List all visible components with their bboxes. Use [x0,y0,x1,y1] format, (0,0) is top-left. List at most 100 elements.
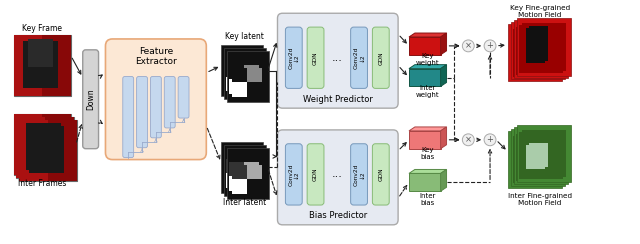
Polygon shape [409,127,447,131]
FancyBboxPatch shape [278,13,398,108]
FancyBboxPatch shape [150,77,161,138]
Bar [514,127,568,184]
Bar [247,179,262,194]
FancyBboxPatch shape [178,77,189,118]
Bar [241,159,256,173]
Bar [511,129,565,186]
Polygon shape [409,65,447,69]
Bar [409,131,440,149]
Text: GDN: GDN [378,168,383,181]
Bar [226,62,241,77]
Bar [48,120,77,181]
Bar [244,162,259,176]
Bar [244,65,259,80]
Bar [520,32,540,67]
Bar [224,145,266,196]
Circle shape [484,40,496,52]
Bar [525,28,545,63]
Text: Key
weight: Key weight [416,53,440,66]
Text: Bias Predictor: Bias Predictor [308,211,367,220]
Bar [529,143,548,167]
Circle shape [462,40,474,52]
Text: ...: ... [332,53,343,63]
Bar [24,120,58,167]
Bar [232,164,247,179]
Polygon shape [440,33,447,55]
Bar [221,142,262,193]
Bar [24,41,58,88]
Bar [247,68,262,82]
Bar [516,125,571,182]
FancyBboxPatch shape [278,130,398,225]
Bar [229,176,244,191]
Bar [513,29,557,77]
Text: ×: × [465,41,472,50]
Bar [529,26,548,61]
Text: ...: ... [332,169,343,179]
Text: Inter Fine-grained
Motion Field: Inter Fine-grained Motion Field [508,193,572,206]
Text: Inter latent: Inter latent [223,198,266,207]
Text: Inter
weight: Inter weight [416,85,440,98]
Circle shape [462,134,474,146]
Bar [409,69,440,86]
Bar [244,80,259,94]
Bar [227,51,269,102]
FancyBboxPatch shape [285,144,302,205]
Text: Conv2d
↓2: Conv2d ↓2 [354,163,364,186]
FancyBboxPatch shape [307,27,324,88]
Polygon shape [440,65,447,86]
Text: GDN: GDN [313,51,318,65]
Text: Feature
Extractor: Feature Extractor [135,47,177,66]
FancyBboxPatch shape [285,27,302,88]
Bar [45,117,74,178]
Text: GDN: GDN [378,51,383,65]
Text: ×: × [465,135,472,144]
Bar [241,173,256,188]
FancyBboxPatch shape [136,77,147,148]
Bar [13,114,42,175]
FancyBboxPatch shape [106,39,206,160]
Text: Conv2d
↓2: Conv2d ↓2 [354,47,364,69]
FancyBboxPatch shape [372,144,389,205]
Bar [17,117,74,178]
Bar [409,173,440,191]
FancyBboxPatch shape [351,144,367,205]
Bar [409,37,440,55]
Bar [516,27,560,75]
Bar [229,162,244,176]
Bar [241,77,256,91]
Bar [19,120,77,181]
Text: +: + [486,41,493,50]
Text: Weight Predictor: Weight Predictor [303,95,372,104]
Circle shape [484,134,496,146]
Bar [232,179,247,194]
Bar [508,131,562,188]
Bar [247,164,262,179]
Bar [19,120,48,181]
Bar [518,132,563,179]
Polygon shape [409,33,447,37]
Bar [518,25,563,72]
Bar [232,82,247,97]
Bar [226,159,241,173]
Text: Key latent: Key latent [225,32,264,41]
Bar [511,22,565,80]
Text: Conv2d
↓2: Conv2d ↓2 [289,47,300,69]
Text: Inter Frames: Inter Frames [18,179,67,188]
Polygon shape [440,169,447,191]
Bar [229,65,244,80]
Text: Down: Down [86,88,95,110]
Polygon shape [409,169,447,173]
Bar [244,176,259,191]
Bar [26,123,61,171]
Bar [523,147,543,172]
Bar [42,114,71,175]
FancyBboxPatch shape [307,144,324,205]
Bar [516,18,571,76]
Text: Inter
bias: Inter bias [420,193,436,206]
Bar [13,35,42,96]
FancyBboxPatch shape [351,27,367,88]
Text: Key
bias: Key bias [420,147,435,160]
Bar [513,136,557,183]
Text: Key Fine-grained
Motion Field: Key Fine-grained Motion Field [510,5,570,18]
